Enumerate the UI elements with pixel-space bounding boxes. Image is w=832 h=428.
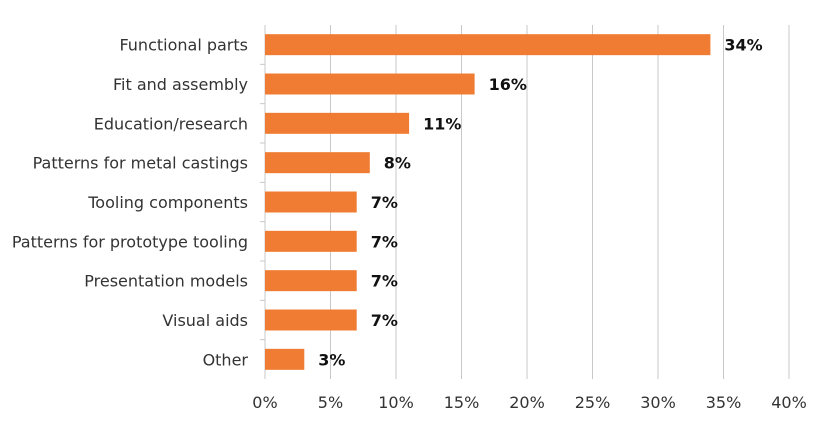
x-tick-label-10: 10% [378,393,414,412]
category-label-4: Tooling components [87,193,248,212]
bar-3 [265,152,370,174]
bar-6 [265,270,357,292]
bar-1 [265,73,475,95]
x-tick-label-0: 0% [252,393,277,412]
bar-4 [265,191,357,213]
x-tick-label-20: 20% [509,393,545,412]
x-axis-tick-labels: 0% 5% 10% 15% 20% 25% 30% 35% 40% [252,393,806,412]
value-label-2: 11% [423,114,461,133]
value-label-7: 7% [371,311,398,330]
x-tick-label-40: 40% [771,393,807,412]
value-label-1: 16% [489,75,527,94]
value-label-5: 7% [371,232,398,251]
category-labels: Functional parts Fit and assembly Educatio… [12,36,249,370]
bar-0 [265,34,711,56]
category-label-3: Patterns for metal castings [33,154,248,173]
x-tick-label-35: 35% [706,393,742,412]
value-labels: 34% 16% 11% 8% 7% 7% 7% 7% 3% [318,36,762,370]
value-label-8: 3% [318,350,345,369]
x-tick-label-15: 15% [444,393,480,412]
category-label-8: Other [203,350,249,369]
category-label-6: Presentation models [84,272,248,291]
bar-7 [265,309,357,331]
x-tick-label-30: 30% [640,393,676,412]
value-label-0: 34% [724,36,762,55]
x-tick-label-5: 5% [318,393,343,412]
category-label-7: Visual aids [162,311,248,330]
bar-8 [265,348,305,370]
bar-5 [265,230,357,252]
category-label-2: Education/research [94,114,248,133]
bars [265,34,711,370]
value-label-4: 7% [371,193,398,212]
category-label-0: Functional parts [119,36,248,55]
category-label-5: Patterns for prototype tooling [12,232,248,251]
value-label-3: 8% [384,154,411,173]
category-label-1: Fit and assembly [113,75,248,94]
bar-2 [265,112,410,134]
x-tick-label-25: 25% [575,393,611,412]
value-label-6: 7% [371,272,398,291]
